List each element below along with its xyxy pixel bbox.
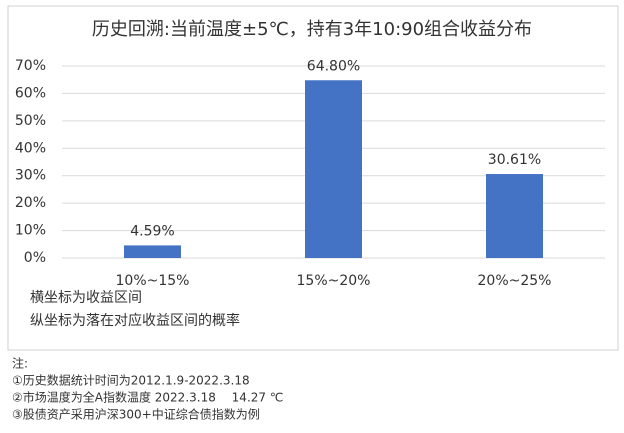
y-tick-label: 50% [15,113,46,129]
y-tick-label: 20% [15,195,46,211]
y-tick-label: 10% [15,223,46,239]
y-tick-label: 0% [24,250,46,266]
note: ①历史数据统计时间为2012.1.9-2022.3.18 [12,373,250,388]
annotation: 纵坐标为落在对应收益区间的概率 [30,312,240,329]
note: ②市场温度为全A指数温度 2022.3.18 14.27 ℃ [12,390,283,405]
bar [124,245,181,258]
note: ③股债资产采用沪深300+中证综合债指数为例 [12,407,260,422]
bar [305,80,362,259]
data-label: 64.80% [307,58,360,74]
y-tick-label: 30% [15,168,46,184]
y-tick-label: 60% [15,85,46,101]
notes-heading: 注: [12,356,28,371]
y-tick-label: 70% [15,58,46,74]
chart-title: 历史回溯:当前温度±5℃，持有3年10:90组合收益分布 [92,19,532,40]
x-tick-label: 20%~25% [478,273,552,289]
x-tick-label: 15%~20% [297,273,371,289]
data-label: 30.61% [488,152,541,168]
y-tick-label: 40% [15,140,46,156]
data-label: 4.59% [130,223,174,239]
bar [486,174,543,258]
annotation: 横坐标为收益区间 [30,290,142,306]
x-tick-label: 10%~15% [116,273,190,289]
